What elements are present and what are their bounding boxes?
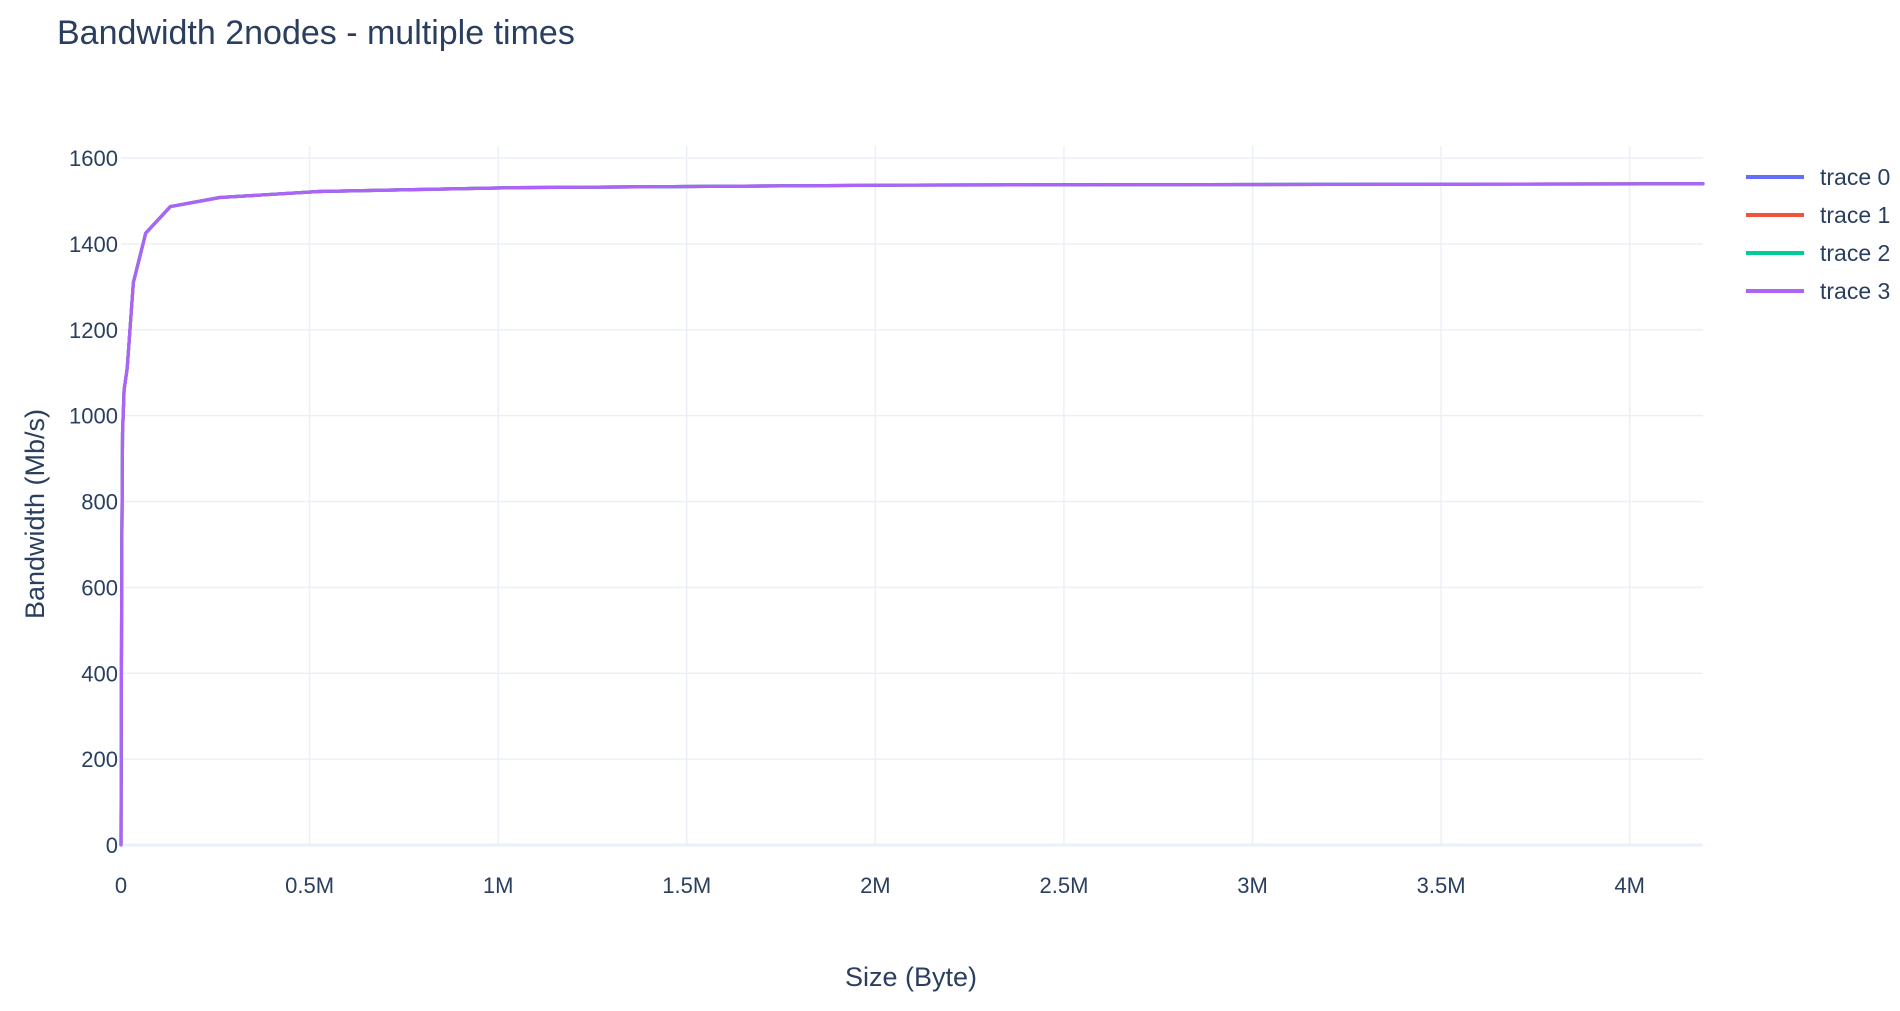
legend-item-trace-3[interactable]: trace 3 — [1746, 278, 1890, 304]
grid-lines — [121, 146, 1703, 847]
legend-label: trace 1 — [1820, 202, 1890, 228]
legend-item-trace-2[interactable]: trace 2 — [1746, 240, 1890, 266]
x-tick-label: 3.5M — [1417, 873, 1466, 898]
y-axis-title: Bandwidth (Mb/s) — [20, 409, 50, 619]
x-tick-label: 3M — [1237, 873, 1268, 898]
legend-label: trace 2 — [1820, 240, 1890, 266]
y-tick-label: 1600 — [69, 146, 118, 171]
series-line-trace-0[interactable] — [119, 182, 1705, 847]
legend-item-trace-1[interactable]: trace 1 — [1746, 202, 1890, 228]
y-tick-label: 400 — [81, 661, 118, 686]
x-tick-label: 0 — [115, 873, 127, 898]
y-tick-label: 1400 — [69, 232, 118, 257]
x-tick-label: 1.5M — [662, 873, 711, 898]
y-tick-label: 800 — [81, 490, 118, 515]
x-axis-ticks: 0 0.5M 1M 1.5M 2M 2.5M 3M 3.5M 4M — [115, 873, 1645, 898]
y-tick-label: 600 — [81, 575, 118, 600]
legend-label: trace 0 — [1820, 164, 1890, 190]
legend-item-trace-0[interactable]: trace 0 — [1746, 164, 1890, 190]
legend[interactable]: trace 0 trace 1 trace 2 trace 3 — [1746, 164, 1890, 304]
y-tick-label: 200 — [81, 747, 118, 772]
y-tick-label: 1200 — [69, 318, 118, 343]
x-axis-title: Size (Byte) — [845, 962, 977, 992]
y-tick-label: 0 — [106, 833, 118, 858]
x-tick-label: 1M — [483, 873, 514, 898]
y-axis-ticks: 0 200 400 600 800 1000 1200 1400 1600 — [69, 146, 118, 858]
x-tick-label: 4M — [1614, 873, 1645, 898]
x-tick-label: 0.5M — [285, 873, 334, 898]
y-tick-label: 1000 — [69, 404, 118, 429]
series-line-trace-1[interactable] — [119, 182, 1705, 847]
series-line-trace-2[interactable] — [119, 182, 1705, 847]
x-tick-label: 2.5M — [1039, 873, 1088, 898]
x-tick-label: 2M — [860, 873, 891, 898]
chart-title: Bandwidth 2nodes - multiple times — [57, 14, 575, 52]
legend-label: trace 3 — [1820, 278, 1890, 304]
plot-area[interactable] — [119, 182, 1705, 847]
series-line-trace-3[interactable] — [119, 182, 1705, 847]
